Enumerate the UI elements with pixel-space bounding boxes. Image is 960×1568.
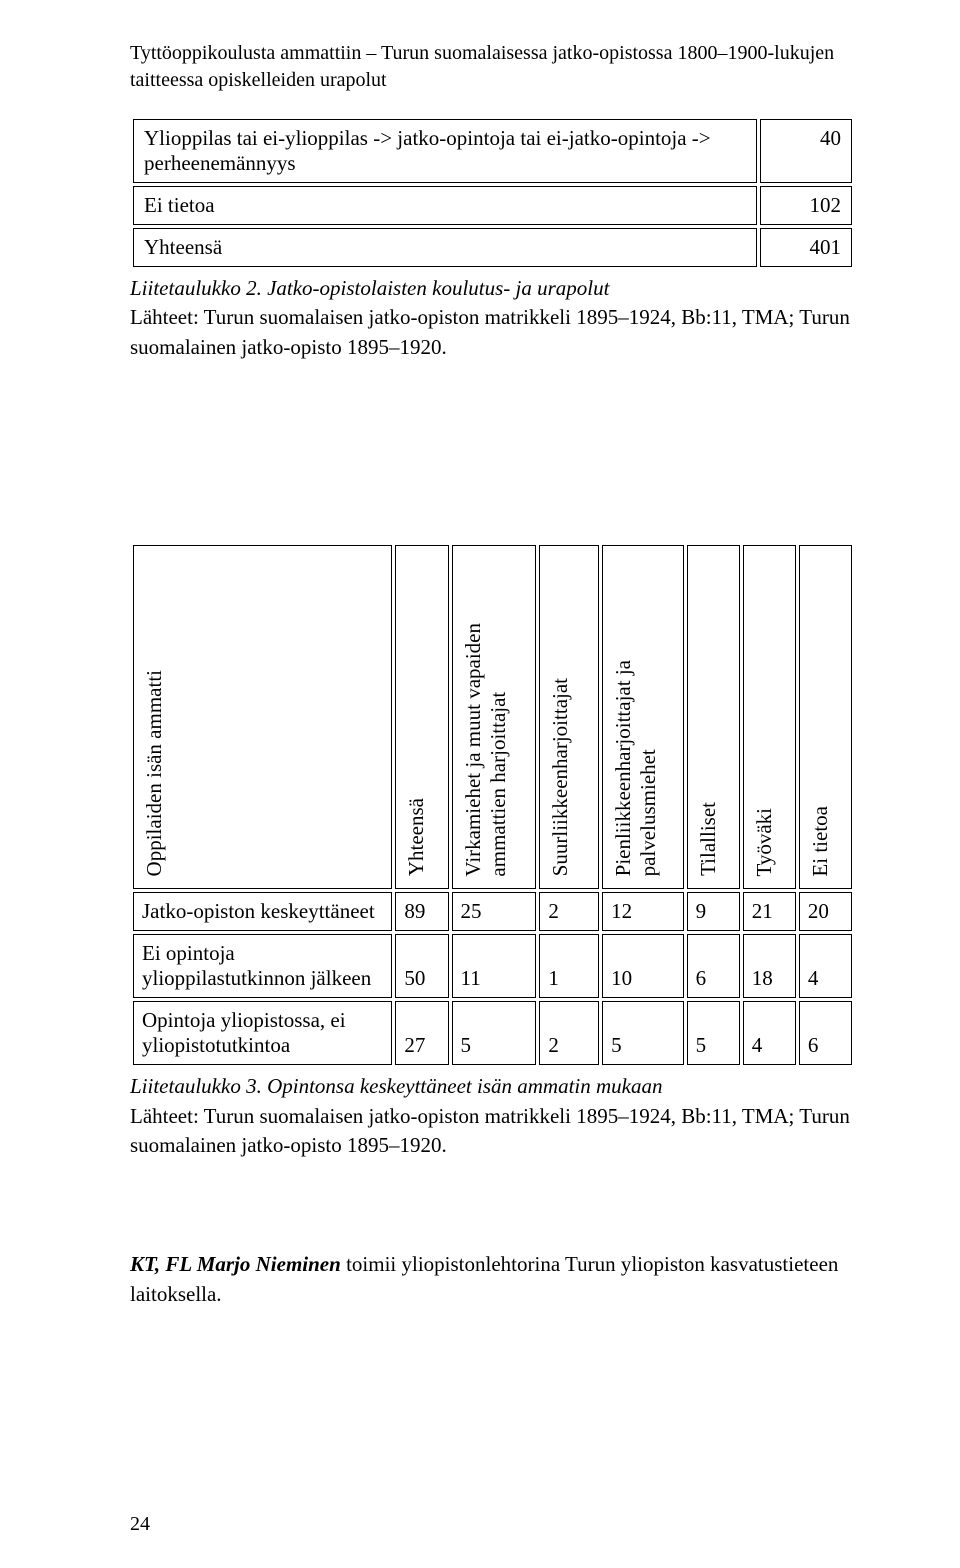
cell: 9 [687,892,740,931]
cell: 50 [395,934,448,998]
col-header: Virkamiehet ja muut vapaidenammattien ha… [452,545,537,889]
col-header-text: Pienliikkeenharjoittajat japalvelusmiehe… [611,660,661,876]
cell: 6 [687,934,740,998]
table-cell-value: 40 [760,119,852,183]
col-header-text: Työväki [752,808,777,877]
row-label: Jatko-opiston keskeyttäneet [133,892,392,931]
table-cell-value: 102 [760,186,852,225]
cell: 21 [743,892,796,931]
cell: 18 [743,934,796,998]
col-header: Suurliikkeenharjoittajat [539,545,599,889]
caption-title: Liitetaulukko 3. Opintonsa keskeyttäneet… [130,1074,663,1098]
col-header: Pienliikkeenharjoittajat japalvelusmiehe… [602,545,684,889]
table-row: Ei opintoja ylioppilastutkinnon jälkeen … [133,934,852,998]
cell: 25 [452,892,537,931]
caption-title: Liitetaulukko 2. Jatko-opistolaisten kou… [130,276,609,300]
table-row: Opintoja yliopistossa, ei yliopistotutki… [133,1001,852,1065]
table-row: Ylioppilas tai ei-ylioppilas -> jatko-op… [133,119,852,183]
col-header-text: Ei tietoa [808,806,833,877]
cell: 89 [395,892,448,931]
cell: 2 [539,1001,599,1065]
header-line-1: Tyttöoppikoulusta ammattiin – Turun suom… [130,42,834,64]
table-2-caption: Liitetaulukko 3. Opintonsa keskeyttäneet… [130,1072,855,1160]
table-cell-label: Ei tietoa [133,186,757,225]
col-header-text: Yhteensä [404,798,429,876]
caption-source: Lähteet: Turun suomalaisen jatko-opiston… [130,1104,850,1157]
col-header: Ei tietoa [799,545,852,889]
row-label: Ei opintoja ylioppilastutkinnon jälkeen [133,934,392,998]
cell: 4 [743,1001,796,1065]
page-number: 24 [130,1513,150,1536]
table-2: Oppilaiden isän ammatti Yhteensä Virkami… [130,542,855,1068]
cell: 10 [602,934,684,998]
cell: 20 [799,892,852,931]
table-cell-value: 401 [760,228,852,267]
col-header: Tilalliset [687,545,740,889]
table-1-caption: Liitetaulukko 2. Jatko-opistolaisten kou… [130,274,855,362]
cell: 6 [799,1001,852,1065]
row-label: Opintoja yliopistossa, ei yliopistotutki… [133,1001,392,1065]
author-note: KT, FL Marjo Nieminen toimii yliopistonl… [130,1250,855,1309]
cell: 2 [539,892,599,931]
col-header: Oppilaiden isän ammatti [133,545,392,889]
cell: 5 [602,1001,684,1065]
cell: 4 [799,934,852,998]
col-header-text: Suurliikkeenharjoittajat [548,678,573,876]
table-header-row: Oppilaiden isän ammatti Yhteensä Virkami… [133,545,852,889]
table-row: Ei tietoa 102 [133,186,852,225]
caption-source: Lähteet: Turun suomalaisen jatko-opiston… [130,305,850,358]
cell: 5 [687,1001,740,1065]
cell: 11 [452,934,537,998]
col-header: Yhteensä [395,545,448,889]
col-header-text: Tilalliset [696,802,721,876]
table-row: Jatko-opiston keskeyttäneet 89 25 2 12 9… [133,892,852,931]
author-name: KT, FL Marjo Nieminen [130,1252,341,1276]
col-header-text: Oppilaiden isän ammatti [142,670,167,876]
header-line-2: taitteessa opiskelleiden urapolut [130,69,387,91]
table-row: Yhteensä 401 [133,228,852,267]
table-cell-label: Yhteensä [133,228,757,267]
cell: 12 [602,892,684,931]
col-header-text: Virkamiehet ja muut vapaidenammattien ha… [461,623,511,877]
cell: 27 [395,1001,448,1065]
table-cell-label: Ylioppilas tai ei-ylioppilas -> jatko-op… [133,119,757,183]
page-header: Tyttöoppikoulusta ammattiin – Turun suom… [130,40,855,94]
cell: 1 [539,934,599,998]
table-1: Ylioppilas tai ei-ylioppilas -> jatko-op… [130,116,855,270]
col-header: Työväki [743,545,796,889]
cell: 5 [452,1001,537,1065]
